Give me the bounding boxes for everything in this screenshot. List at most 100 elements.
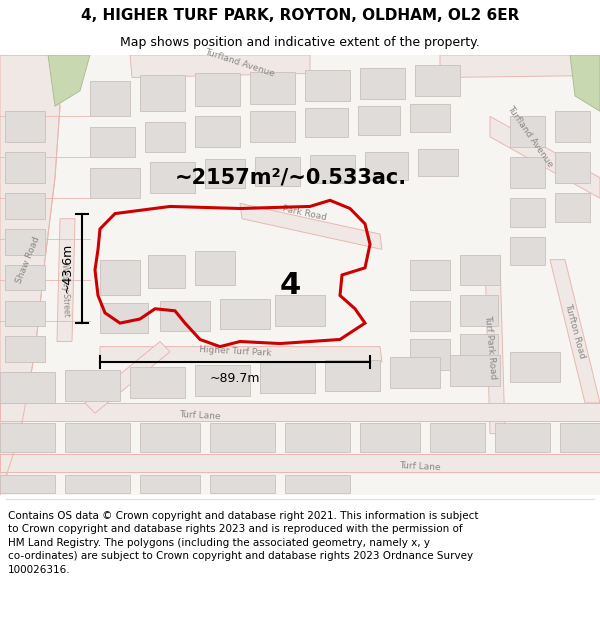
Polygon shape xyxy=(0,474,55,493)
Polygon shape xyxy=(415,65,460,96)
Polygon shape xyxy=(0,403,600,421)
Polygon shape xyxy=(0,454,600,472)
Polygon shape xyxy=(5,111,45,142)
Polygon shape xyxy=(570,55,600,111)
Polygon shape xyxy=(195,365,250,396)
Polygon shape xyxy=(495,423,550,452)
Polygon shape xyxy=(57,219,75,341)
Text: Higher Turf Park: Higher Turf Park xyxy=(199,346,271,358)
Polygon shape xyxy=(0,423,55,452)
Polygon shape xyxy=(160,301,210,331)
Polygon shape xyxy=(210,474,275,493)
Polygon shape xyxy=(358,106,400,135)
Polygon shape xyxy=(555,152,590,183)
Polygon shape xyxy=(195,73,240,106)
Text: Wesley Street: Wesley Street xyxy=(59,264,70,317)
Polygon shape xyxy=(560,423,600,452)
Polygon shape xyxy=(5,336,45,362)
Polygon shape xyxy=(490,116,600,198)
Polygon shape xyxy=(410,301,450,331)
Polygon shape xyxy=(555,111,590,142)
Text: ~89.7m: ~89.7m xyxy=(210,372,260,385)
Text: ~2157m²/~0.533ac.: ~2157m²/~0.533ac. xyxy=(175,168,407,187)
Polygon shape xyxy=(555,193,590,222)
Text: Turfland Avenue: Turfland Avenue xyxy=(204,48,276,79)
Text: Turf Park Road: Turf Park Road xyxy=(483,314,497,379)
Polygon shape xyxy=(460,254,500,285)
Polygon shape xyxy=(65,474,130,493)
Polygon shape xyxy=(510,237,545,265)
Polygon shape xyxy=(150,162,195,193)
Polygon shape xyxy=(255,158,300,186)
Polygon shape xyxy=(5,152,45,183)
Text: Turfton Road: Turfton Road xyxy=(563,302,587,360)
Polygon shape xyxy=(0,55,60,495)
Polygon shape xyxy=(510,158,545,188)
Polygon shape xyxy=(285,423,350,452)
Polygon shape xyxy=(210,423,275,452)
Text: Shaw Road: Shaw Road xyxy=(14,235,41,284)
Polygon shape xyxy=(310,155,355,183)
Polygon shape xyxy=(260,362,315,392)
Polygon shape xyxy=(90,81,130,116)
Text: Contains OS data © Crown copyright and database right 2021. This information is : Contains OS data © Crown copyright and d… xyxy=(8,511,478,575)
Polygon shape xyxy=(148,254,185,288)
Text: Turf Lane: Turf Lane xyxy=(179,409,221,421)
Polygon shape xyxy=(5,193,45,219)
Polygon shape xyxy=(275,296,325,326)
Polygon shape xyxy=(305,71,350,101)
Polygon shape xyxy=(418,149,458,176)
Polygon shape xyxy=(65,423,130,452)
Polygon shape xyxy=(130,55,310,78)
Text: Turf Lane: Turf Lane xyxy=(399,461,441,472)
Text: 4: 4 xyxy=(280,271,301,300)
Polygon shape xyxy=(410,104,450,132)
Polygon shape xyxy=(220,299,270,329)
Polygon shape xyxy=(90,127,135,158)
Text: Turfland Avenue: Turfland Avenue xyxy=(505,104,554,169)
Polygon shape xyxy=(510,198,545,227)
Polygon shape xyxy=(365,152,408,180)
Polygon shape xyxy=(510,116,545,147)
Polygon shape xyxy=(65,370,120,401)
Polygon shape xyxy=(5,229,45,254)
Text: ~43.6m: ~43.6m xyxy=(61,243,74,294)
Text: Park Road: Park Road xyxy=(282,204,328,222)
Polygon shape xyxy=(205,159,245,188)
Polygon shape xyxy=(325,360,380,391)
Polygon shape xyxy=(140,76,185,111)
Polygon shape xyxy=(100,347,382,362)
Polygon shape xyxy=(240,203,382,249)
Polygon shape xyxy=(550,259,600,403)
Polygon shape xyxy=(85,341,170,413)
Polygon shape xyxy=(48,55,90,106)
Polygon shape xyxy=(360,68,405,99)
Polygon shape xyxy=(410,339,450,370)
Polygon shape xyxy=(250,72,295,104)
Polygon shape xyxy=(360,423,420,452)
Polygon shape xyxy=(5,372,45,392)
Polygon shape xyxy=(250,111,295,142)
Polygon shape xyxy=(140,423,200,452)
Polygon shape xyxy=(90,168,140,198)
Polygon shape xyxy=(195,251,235,285)
Polygon shape xyxy=(5,301,45,326)
Polygon shape xyxy=(285,474,350,493)
Text: 4, HIGHER TURF PARK, ROYTON, OLDHAM, OL2 6ER: 4, HIGHER TURF PARK, ROYTON, OLDHAM, OL2… xyxy=(81,8,519,23)
Text: Map shows position and indicative extent of the property.: Map shows position and indicative extent… xyxy=(120,36,480,49)
Polygon shape xyxy=(485,259,505,434)
Polygon shape xyxy=(510,352,560,382)
Polygon shape xyxy=(460,296,498,326)
Polygon shape xyxy=(440,55,600,78)
Polygon shape xyxy=(450,355,500,386)
Polygon shape xyxy=(460,334,498,365)
Polygon shape xyxy=(305,108,348,137)
Polygon shape xyxy=(130,367,185,398)
Polygon shape xyxy=(195,116,240,147)
Polygon shape xyxy=(410,259,450,291)
Polygon shape xyxy=(100,302,148,333)
Polygon shape xyxy=(145,121,185,152)
Polygon shape xyxy=(0,372,55,403)
Polygon shape xyxy=(430,423,485,452)
Polygon shape xyxy=(140,474,200,493)
